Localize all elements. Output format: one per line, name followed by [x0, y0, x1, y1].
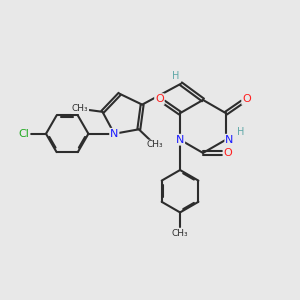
- Text: CH₃: CH₃: [172, 229, 188, 238]
- Text: H: H: [237, 127, 244, 137]
- Text: N: N: [225, 135, 234, 145]
- Text: CH₃: CH₃: [147, 140, 164, 149]
- Text: Cl: Cl: [19, 129, 29, 139]
- Text: O: O: [242, 94, 251, 104]
- Text: N: N: [110, 129, 118, 139]
- Text: O: O: [224, 148, 233, 158]
- Text: O: O: [155, 94, 164, 104]
- Text: H: H: [172, 70, 179, 80]
- Text: CH₃: CH₃: [72, 104, 88, 113]
- Text: N: N: [176, 135, 184, 145]
